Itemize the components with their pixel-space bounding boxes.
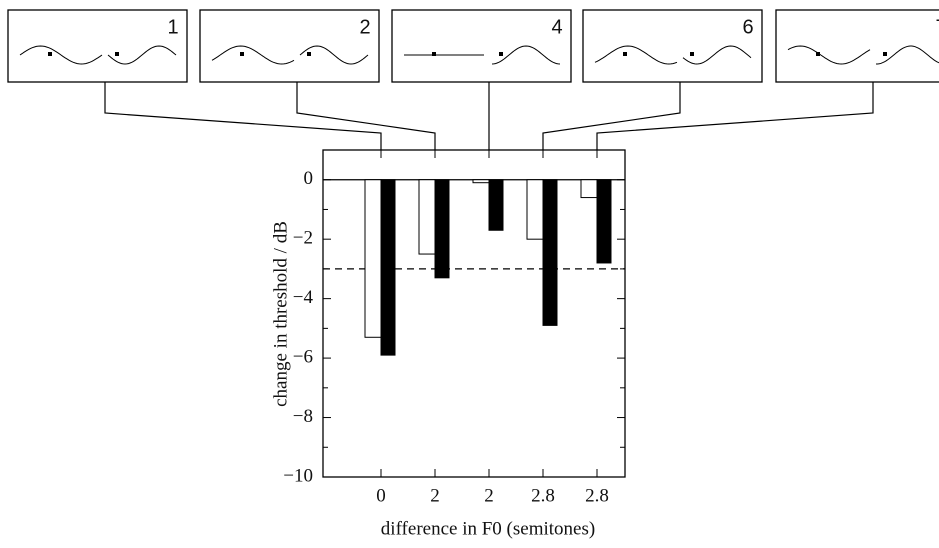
x-tick-label: 2 <box>430 485 440 506</box>
inset-wave <box>107 45 177 65</box>
connector <box>542 82 681 150</box>
x-tick-label: 0 <box>376 485 386 506</box>
inset-wave <box>682 45 752 65</box>
inset-marker <box>499 52 503 56</box>
x-axis-label: difference in F0 (semitones) <box>381 518 595 539</box>
connector <box>104 82 382 150</box>
inset-marker <box>307 52 311 56</box>
inset-wave <box>19 45 103 65</box>
bar <box>434 179 450 279</box>
inset-wave <box>876 45 939 65</box>
bar <box>472 179 490 184</box>
bar <box>380 179 396 356</box>
inset-label: 1 <box>167 16 178 38</box>
inset-wave <box>594 45 678 65</box>
bar <box>488 179 504 231</box>
y-tick-label: −4 <box>293 287 314 308</box>
inset-label: 6 <box>742 16 753 38</box>
x-tick-label: 2 <box>484 485 494 506</box>
inset-wave <box>491 45 561 65</box>
bar <box>580 179 598 199</box>
y-tick-label: −6 <box>293 346 313 367</box>
inset-label: 2 <box>359 16 370 38</box>
bar <box>364 179 382 338</box>
inset-marker <box>48 52 52 56</box>
inset-marker <box>240 52 244 56</box>
x-tick-label: 2.8 <box>531 485 555 506</box>
y-tick-label: 0 <box>304 168 314 189</box>
inset-marker <box>623 52 627 56</box>
y-tick-label: −8 <box>293 406 313 427</box>
bar <box>596 179 612 264</box>
inset-box <box>582 9 763 83</box>
y-tick-label: −10 <box>283 465 313 486</box>
connector <box>296 82 436 150</box>
bar <box>542 179 558 326</box>
inset-label: 4 <box>551 16 562 38</box>
inset-wave <box>787 45 871 65</box>
inset-marker <box>816 52 820 56</box>
inset-marker <box>115 52 119 56</box>
connector <box>596 82 874 150</box>
inset-wave <box>211 45 295 65</box>
x-tick-label: 2.8 <box>585 485 609 506</box>
inset-wave <box>299 45 369 65</box>
y-tick-label: −2 <box>293 228 313 249</box>
bar <box>418 179 436 255</box>
y-axis-label: change in threshold / dB <box>270 221 291 407</box>
inset-marker <box>883 52 887 56</box>
inset-box <box>199 9 380 83</box>
plot-frame <box>322 149 626 478</box>
inset-marker <box>690 52 694 56</box>
inset-box <box>391 9 572 83</box>
bar <box>526 179 544 240</box>
inset-label: 7 <box>935 16 939 38</box>
inset-marker <box>432 52 436 56</box>
